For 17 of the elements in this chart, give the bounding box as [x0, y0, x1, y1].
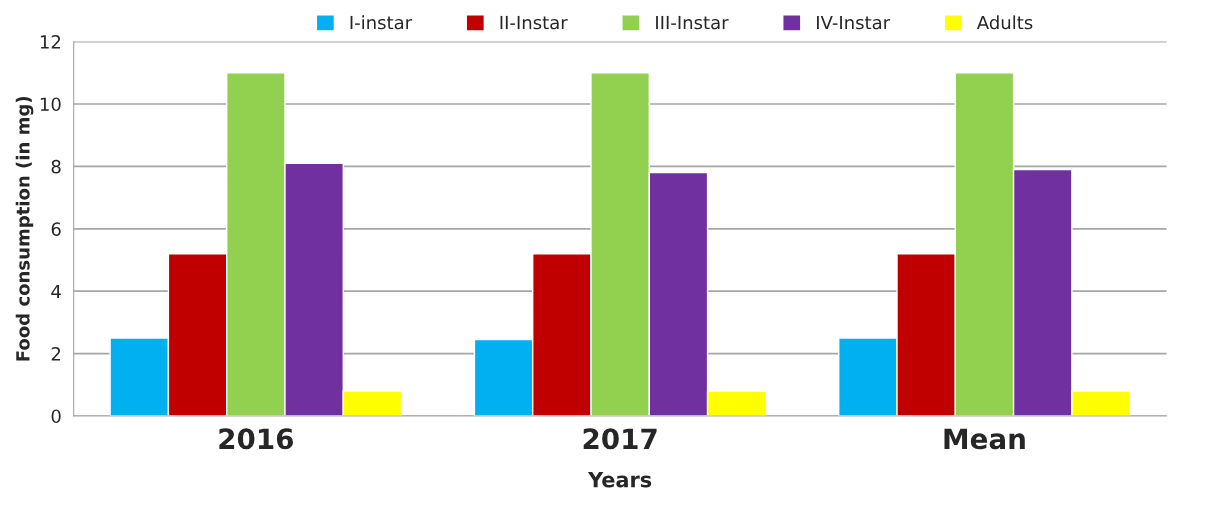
y-tick-label: 8	[51, 159, 61, 174]
x-tick-label: 2017	[583, 428, 657, 450]
x-tick-label: Mean	[944, 428, 1025, 450]
legend-label: III-Instar	[656, 15, 729, 30]
y-tick-label: 10	[40, 97, 61, 112]
legend-label: I-instar	[350, 15, 413, 30]
y-tick-label: 0	[51, 409, 61, 424]
x-axis-title: Years	[587, 472, 652, 488]
y-tick-label: 12	[40, 35, 61, 49]
legend-label: Adults	[976, 15, 1033, 30]
legend-label: IV-Instar	[817, 15, 891, 30]
y-tick-label: 6	[51, 222, 61, 236]
x-tick-label: 2016	[219, 428, 293, 450]
y-axis-title: Food consumption (in mg)	[15, 96, 34, 361]
y-tick-label: 4	[51, 284, 61, 299]
legend-label: II-Instar	[500, 15, 568, 30]
y-tick-label: 2	[51, 347, 61, 361]
